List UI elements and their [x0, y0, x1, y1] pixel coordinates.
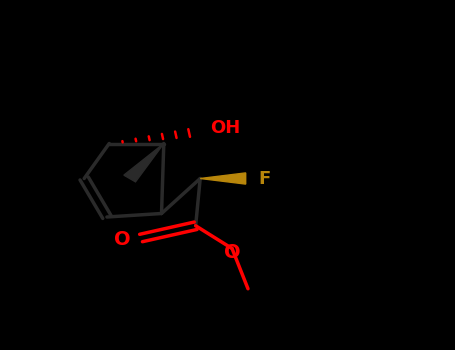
Text: OH: OH: [210, 119, 240, 138]
Text: O: O: [114, 230, 130, 249]
Text: F: F: [258, 170, 271, 188]
Polygon shape: [200, 173, 246, 184]
Text: O: O: [224, 243, 240, 262]
Polygon shape: [124, 144, 164, 182]
